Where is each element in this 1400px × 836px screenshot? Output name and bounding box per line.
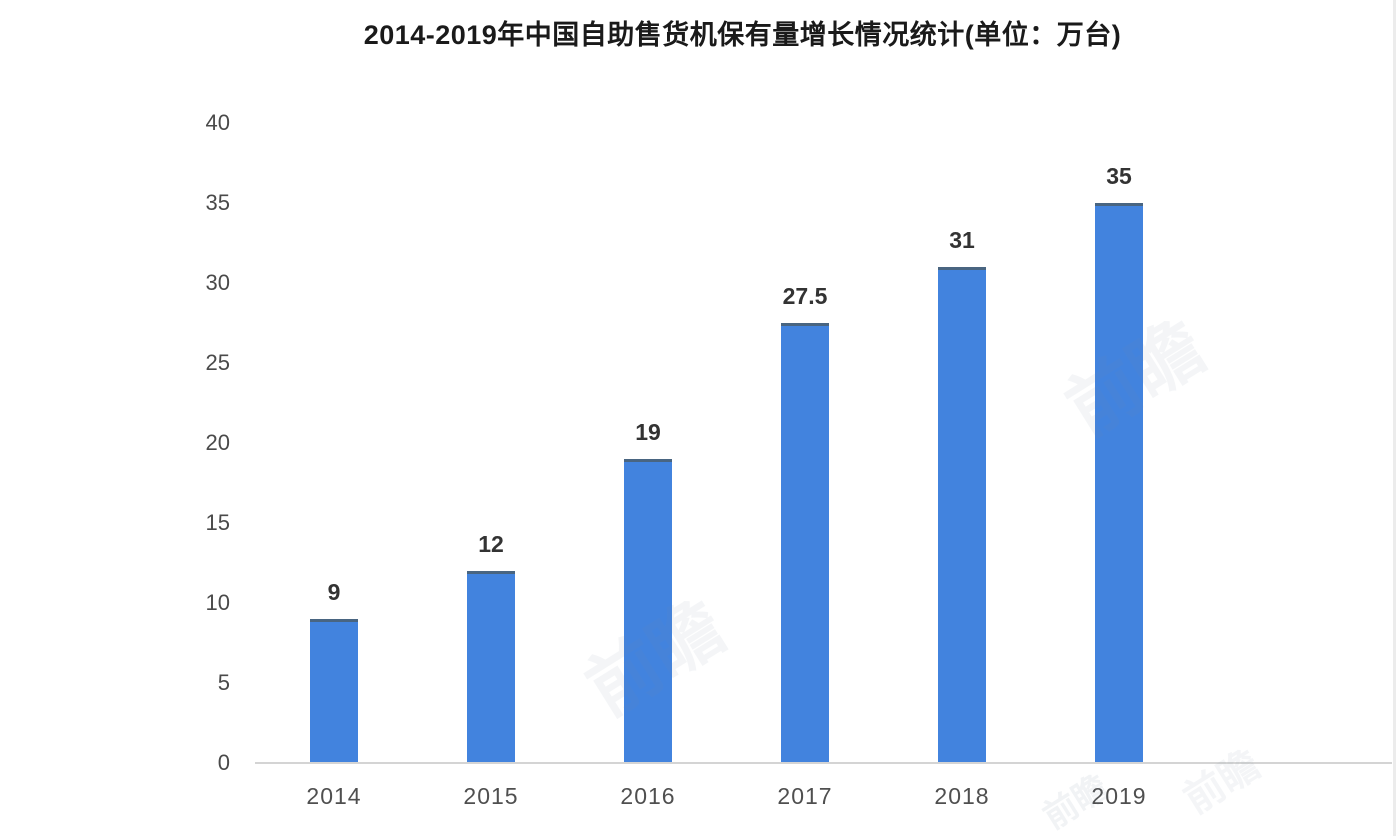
bar-value-label: 19 — [635, 419, 661, 445]
bar-2014 — [310, 619, 358, 763]
y-tick-label: 20 — [205, 430, 230, 455]
y-tick-label: 0 — [217, 750, 230, 775]
chart-title: 2014-2019年中国自助售货机保有量增长情况统计(单位：万台) — [363, 20, 1122, 50]
x-tick-label: 2017 — [777, 783, 833, 809]
bar-2015 — [467, 571, 515, 763]
bar-2016 — [624, 459, 672, 763]
bar-value-label: 12 — [478, 531, 504, 557]
bar-2017 — [781, 323, 829, 763]
bar-2019 — [1095, 203, 1143, 763]
y-tick-label: 5 — [217, 670, 230, 695]
x-tick-label: 2014 — [306, 783, 362, 809]
bar-2018 — [938, 267, 986, 763]
x-tick-label: 2018 — [934, 783, 990, 809]
y-tick-label: 15 — [205, 510, 230, 535]
y-tick-label: 10 — [205, 590, 230, 615]
y-tick-label: 30 — [205, 270, 230, 295]
right-edge-line — [1393, 0, 1396, 836]
bar-value-label: 27.5 — [782, 283, 828, 309]
bar-value-label: 35 — [1106, 163, 1132, 189]
x-tick-label: 2019 — [1091, 783, 1147, 809]
x-axis-line — [255, 762, 1392, 764]
y-tick-label: 25 — [205, 350, 230, 375]
bar-value-label: 31 — [949, 227, 975, 253]
x-tick-label: 2015 — [463, 783, 519, 809]
bar-value-label: 9 — [327, 579, 341, 605]
y-tick-label: 40 — [205, 110, 230, 135]
x-tick-label: 2016 — [620, 783, 676, 809]
y-tick-label: 35 — [205, 190, 230, 215]
watermark-text: 前瞻 — [1176, 742, 1268, 823]
